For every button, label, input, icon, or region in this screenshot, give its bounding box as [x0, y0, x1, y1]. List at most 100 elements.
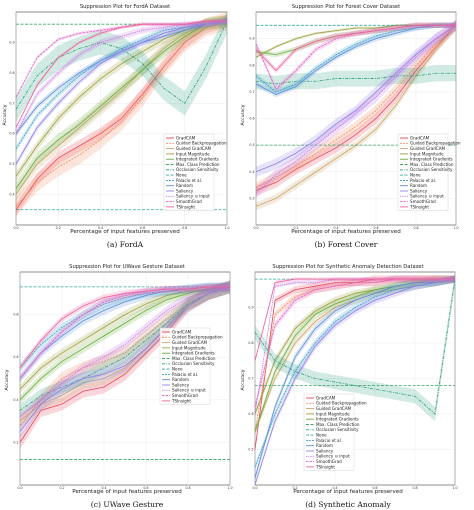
- series-line-saliency-input: [19, 286, 231, 418]
- legend-label: Input Magnitude: [176, 151, 210, 156]
- legend-label: Guided GradCAM: [316, 406, 352, 411]
- legend-label: Integrated Gradients: [410, 157, 453, 162]
- series-band-occlusion-sensitivity: [255, 272, 455, 422]
- series-line-tsinsight: [255, 24, 456, 72]
- series-line-gradcam: [255, 25, 457, 191]
- legend-label: SmoothGrad: [410, 199, 436, 204]
- legend-box: [159, 327, 211, 405]
- series-band-guided-backpropagation: [256, 19, 456, 194]
- y-tick-label: 0.7: [9, 101, 14, 105]
- legend-label: TSInsight: [315, 464, 335, 469]
- series-band-tsinsight: [256, 22, 456, 74]
- series-band-gradcam: [256, 19, 456, 196]
- chart-title: Suppression Plot for UWave Gesture Datas…: [69, 264, 185, 270]
- legend-label: TSInsight: [171, 398, 191, 403]
- legend-label: GradCAM: [316, 395, 336, 400]
- y-tick-label: 0.6: [9, 132, 14, 136]
- chart-title: Suppression Plot for Forest Cover Datase…: [292, 4, 400, 10]
- series-line-saliency: [19, 286, 231, 432]
- legend-label: GradCAM: [410, 135, 430, 140]
- y-tick-label: 0.8: [9, 71, 14, 75]
- x-tick-label: 0.4: [333, 226, 338, 230]
- series-line-occlusion-sensitivity: [19, 286, 231, 411]
- series-band-guided-backpropagation: [16, 12, 227, 216]
- legend-label: Saliency: [316, 448, 334, 453]
- y-tick-label: 0.5: [248, 448, 253, 452]
- x-tick-label: 0.4: [98, 226, 103, 230]
- x-tick-label: 0.8: [413, 226, 418, 230]
- x-tick-label: 0.2: [293, 226, 298, 230]
- series-line-input-magnitude: [19, 286, 231, 390]
- y-tick-label: 0.4: [9, 193, 14, 197]
- panel-caption: (d) Synthetic Anomaly: [305, 500, 391, 509]
- legend-label: Guided GradCAM: [176, 146, 212, 151]
- x-axis-label: Percentage of input features preserved: [70, 229, 180, 235]
- legend-label: Max. Class Prediction: [410, 162, 454, 167]
- legend-label: Palacio et al.: [176, 178, 202, 183]
- legend-label: GradCAM: [172, 329, 192, 334]
- series-line-random: [255, 24, 456, 95]
- legend-label: Guided Backpropagation: [176, 141, 227, 146]
- x-tick-label: 1.0: [224, 226, 229, 230]
- y-tick-label: 0.6: [248, 412, 253, 416]
- series-band-integrated-gradients: [256, 22, 456, 58]
- series-line-integrated-gradients: [19, 286, 231, 401]
- series-band-saliency: [20, 280, 230, 439]
- x-tick-label: 0.2: [292, 486, 297, 490]
- series-line-palacio-et-al: [254, 278, 456, 468]
- legend-label: Guided Backpropagation: [316, 401, 367, 406]
- legend-label: Saliency ⊙ input: [176, 194, 210, 199]
- legend-label: Integrated Gradients: [316, 417, 359, 422]
- legend-label: Palacio et al.: [172, 372, 198, 377]
- series-line-guided-backpropagation: [15, 20, 228, 208]
- y-axis-label: Accuracy: [240, 104, 246, 125]
- x-tick-label: 0.6: [373, 226, 378, 230]
- x-tick-label: 0.4: [332, 486, 337, 490]
- x-tick-label: 0.2: [56, 226, 61, 230]
- y-tick-label: 0.9: [249, 37, 254, 41]
- legend-label: Saliency ⊙ input: [410, 194, 444, 199]
- legend-label: Occlusion Sensitivity: [316, 427, 359, 432]
- legend-label: Guided Backpropagation: [410, 141, 461, 146]
- legend-label: Saliency: [172, 382, 190, 387]
- legend-label: TSInsight: [409, 204, 429, 209]
- x-tick-label: 0.0: [13, 226, 18, 230]
- y-tick-label: 0.8: [13, 313, 18, 317]
- legend-label: Palacio et al.: [316, 438, 342, 443]
- x-tick-label: 1.0: [452, 486, 457, 490]
- legend-label: None: [316, 433, 327, 438]
- plot-area-2: 0.20.40.60.80.0 0.2 0.4 0.6 0.8 1.0GradCAMGui…: [13, 271, 233, 490]
- series-line-integrated-gradients: [15, 20, 228, 189]
- x-tick-label: 1.0: [453, 226, 458, 230]
- panel-uwave-gesture: Suppression Plot for UWave Gesture Datas…: [4, 264, 185, 509]
- legend-label: SmoothGrad: [316, 459, 342, 464]
- legend-label: Occlusion Sensitivity: [410, 167, 453, 172]
- x-tick-label: 0.6: [143, 486, 148, 490]
- y-tick-label: 0.6: [13, 355, 18, 359]
- legend-label: SmoothGrad: [172, 393, 198, 398]
- y-tick-label: 0.4: [249, 170, 254, 174]
- series-line-input-magnitude: [254, 278, 455, 415]
- series-band-saliency: [255, 275, 455, 485]
- series-line-tsinsight: [15, 20, 227, 128]
- series-band-guided-backpropagation: [20, 280, 230, 432]
- chart-title: Suppression Plot for Synthetic Anomaly D…: [272, 264, 423, 270]
- series-band-gradcam: [20, 280, 230, 449]
- plot-area-1: 0.3 0.4 0.5 0.6 0.7 0.8 0.9 0.0 0.2 0.4 0.6 0.8 1.0 G…: [249, 11, 461, 230]
- legend-box: [397, 133, 449, 211]
- x-tick-label: 0.8: [185, 486, 190, 490]
- legend-label: Saliency ⊙ input: [316, 454, 350, 459]
- series-band-gradcam: [16, 15, 227, 216]
- y-tick-label: 0.7: [248, 377, 253, 381]
- x-axis-label: Percentage of input features preserved: [291, 229, 401, 235]
- legend-label: Input Magnitude: [172, 345, 206, 350]
- y-tick-label: 0.9: [9, 40, 14, 44]
- x-tick-label: 0.6: [140, 226, 145, 230]
- y-axis-label: Accuracy: [240, 369, 246, 390]
- x-tick-label: 0.6: [372, 486, 377, 490]
- legend-label: Max. Class Prediction: [316, 422, 360, 427]
- y-tick-label: 0.5: [249, 143, 254, 147]
- legend-label: Random: [176, 183, 193, 188]
- panel-caption: (b) Forest Cover: [315, 240, 378, 249]
